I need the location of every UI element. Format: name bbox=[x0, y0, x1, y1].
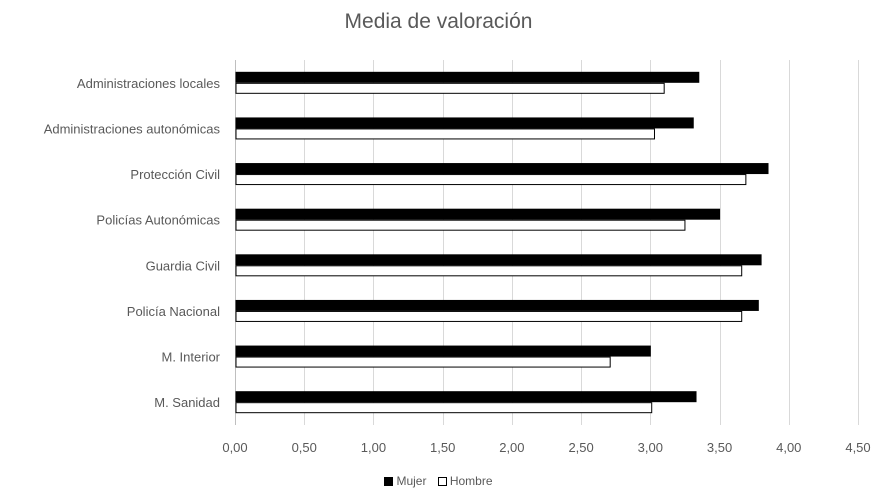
x-tick-label: 4,50 bbox=[845, 440, 870, 455]
bar-mujer bbox=[235, 163, 769, 175]
x-tick-label: 1,50 bbox=[430, 440, 455, 455]
legend-swatch-hombre bbox=[437, 477, 447, 486]
chart-title: Media de valoración bbox=[344, 10, 533, 33]
legend-label-hombre: Hombre bbox=[449, 474, 493, 488]
bar-hombre bbox=[235, 402, 653, 414]
bar-mujer bbox=[235, 254, 762, 266]
legend-swatch-mujer bbox=[384, 477, 394, 486]
x-tick-label: 1,00 bbox=[361, 440, 386, 455]
x-tick-label: 3,50 bbox=[707, 440, 732, 455]
bar-hombre bbox=[235, 356, 611, 368]
bar-hombre bbox=[235, 265, 743, 277]
category-label: Guardia Civil bbox=[146, 258, 221, 273]
bar-mujer bbox=[235, 71, 700, 83]
category-label: Administraciones locales bbox=[77, 76, 221, 91]
bar-mujer bbox=[235, 117, 694, 129]
category-label: Policía Nacional bbox=[127, 304, 220, 319]
category-label: M. Interior bbox=[161, 350, 220, 365]
x-tick-label: 2,00 bbox=[499, 440, 524, 455]
bar-hombre bbox=[235, 174, 747, 186]
x-tick-label: 2,50 bbox=[568, 440, 593, 455]
x-tick-label: 0,00 bbox=[222, 440, 247, 455]
category-label: Policías Autonómicas bbox=[96, 213, 220, 228]
category-label: Protección Civil bbox=[130, 167, 220, 182]
legend-label-mujer: Mujer bbox=[396, 474, 427, 488]
bar-mujer bbox=[235, 208, 721, 220]
bar-hombre bbox=[235, 82, 665, 94]
legend: Mujer Hombre bbox=[0, 474, 877, 488]
bar-hombre bbox=[235, 310, 743, 322]
legend-item-mujer: Mujer bbox=[384, 474, 426, 488]
legend-item-hombre: Hombre bbox=[437, 474, 493, 488]
plot-area: 0,00 0,50 1,00 1,50 2,00 2,50 3,00 3,50 4,00 4,50… bbox=[44, 60, 871, 455]
bar-hombre bbox=[235, 219, 686, 231]
x-tick-label: 3,00 bbox=[638, 440, 663, 455]
category-label: M. Sanidad bbox=[154, 395, 220, 410]
x-tick-label: 0,50 bbox=[292, 440, 317, 455]
bar-mujer bbox=[235, 391, 697, 403]
category-label: Administraciones autonómicas bbox=[44, 121, 221, 136]
x-tick-label: 4,00 bbox=[776, 440, 801, 455]
bar-mujer bbox=[235, 345, 651, 357]
bar-hombre bbox=[235, 128, 655, 140]
bar-mujer bbox=[235, 299, 759, 311]
